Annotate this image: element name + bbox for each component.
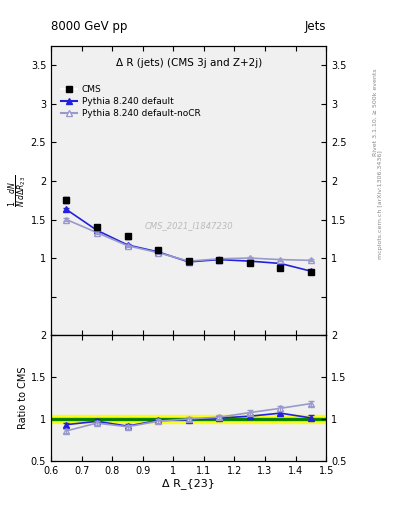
Text: Rivet 3.1.10, ≥ 500k events: Rivet 3.1.10, ≥ 500k events: [373, 69, 378, 157]
Text: Jets: Jets: [305, 20, 326, 33]
Y-axis label: $\frac{1}{N}\frac{dN}{d\Delta R_{23}}$: $\frac{1}{N}\frac{dN}{d\Delta R_{23}}$: [7, 175, 29, 207]
Text: Δ R (jets) (CMS 3j and Z+2j): Δ R (jets) (CMS 3j and Z+2j): [116, 58, 262, 68]
Legend: CMS, Pythia 8.240 default, Pythia 8.240 default-noCR: CMS, Pythia 8.240 default, Pythia 8.240 …: [61, 86, 200, 118]
X-axis label: Δ R_{23}: Δ R_{23}: [162, 478, 215, 489]
Text: mcplots.cern.ch [arXiv:1306.3436]: mcplots.cern.ch [arXiv:1306.3436]: [378, 151, 383, 259]
Y-axis label: Ratio to CMS: Ratio to CMS: [18, 367, 28, 429]
Bar: [51, 415, 326, 423]
Text: 8000 GeV pp: 8000 GeV pp: [51, 20, 127, 33]
Text: CMS_2021_I1847230: CMS_2021_I1847230: [144, 221, 233, 230]
Bar: [51, 418, 326, 420]
